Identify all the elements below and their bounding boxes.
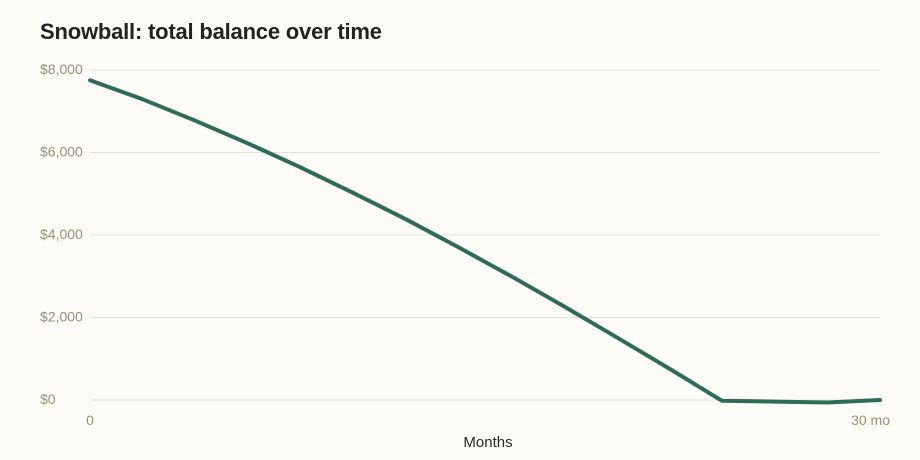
x-axis-label: Months [463, 434, 512, 451]
series-line-balance [88, 78, 882, 405]
y-tick-label: $6,000 [40, 144, 83, 160]
y-axis-ticks: $0 $2,000 $4,000 $6,000 $8,000 [40, 61, 83, 407]
x-tick-label: 30 mo [851, 412, 890, 428]
chart-title: Snowball: total balance over time [40, 19, 382, 44]
y-tick-label: $2,000 [40, 309, 83, 325]
x-axis-ticks: 0 30 mo [86, 412, 890, 428]
grid-lines [90, 69, 880, 401]
series-layer [88, 78, 882, 405]
y-tick-label: $0 [40, 391, 56, 407]
x-tick-label: 0 [86, 412, 94, 428]
y-tick-label: $4,000 [40, 226, 83, 242]
y-tick-label: $8,000 [40, 61, 83, 77]
